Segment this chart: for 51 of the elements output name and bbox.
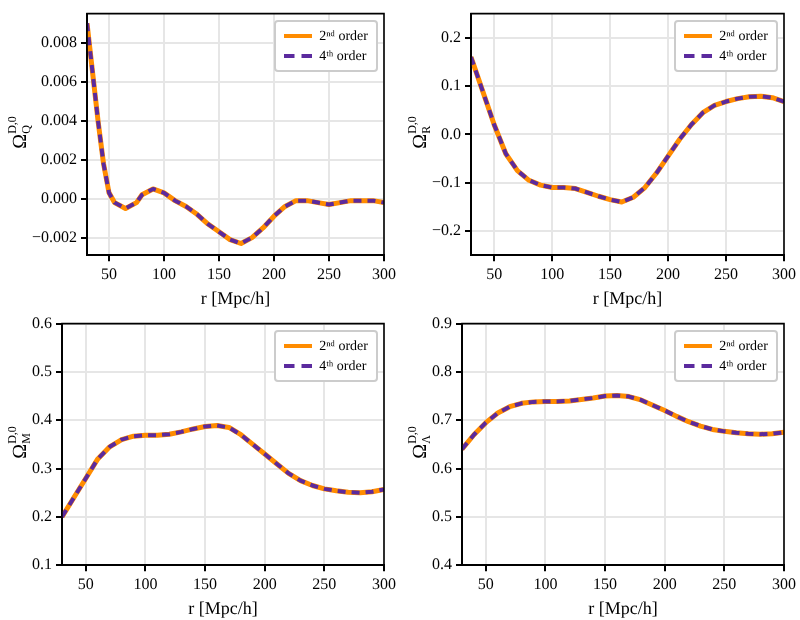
y-tick-label: 0.008 <box>41 33 78 52</box>
x-tick-label: 100 <box>533 574 558 593</box>
y-tick-label: 0.004 <box>41 110 78 129</box>
y-tick-label: 0.3 <box>32 458 52 477</box>
x-tick-label: 250 <box>317 264 341 283</box>
y-tick-label: 0.7 <box>432 410 452 429</box>
y-tick-label: 0.2 <box>441 27 462 46</box>
y-tick-label: 0.006 <box>41 71 78 90</box>
x-tick-label: 300 <box>772 574 796 593</box>
x-tick-label: 250 <box>712 574 737 593</box>
y-tick-label: 0.4 <box>32 410 52 429</box>
x-tick-label: 250 <box>312 574 337 593</box>
x-tick-label: 50 <box>101 264 118 283</box>
x-tick-label: 200 <box>656 264 681 283</box>
y-tick-label: 0.6 <box>32 313 52 332</box>
y-tick-label: 0.8 <box>432 362 452 381</box>
y-tick-label: 0.6 <box>432 458 452 477</box>
x-axis-title: r [Mpc/h] <box>200 287 271 308</box>
x-tick-label: 150 <box>207 264 232 283</box>
y-tick-label: −0.1 <box>431 172 462 191</box>
x-tick-label: 200 <box>652 574 677 593</box>
x-tick-label: 300 <box>772 264 796 283</box>
y-tick-label: 0.2 <box>32 507 52 526</box>
y-tick-label: 0.000 <box>41 188 78 207</box>
y-tick-label: 0.5 <box>432 507 452 526</box>
x-tick-label: 150 <box>593 574 618 593</box>
y-tick-label: −0.002 <box>31 227 78 246</box>
x-axis-title: r [Mpc/h] <box>188 597 258 618</box>
y-tick-label: 0.0 <box>441 124 462 143</box>
y-tick-label: −0.2 <box>431 221 462 240</box>
y-tick-label: 0.9 <box>432 313 452 332</box>
x-tick-label: 300 <box>372 264 396 283</box>
y-tick-label: 0.5 <box>32 362 52 381</box>
y-tick-label: 0.002 <box>41 149 78 168</box>
y-tick-label: 0.1 <box>441 76 462 95</box>
x-tick-label: 150 <box>598 264 623 283</box>
x-tick-label: 50 <box>477 574 494 593</box>
x-tick-label: 50 <box>486 264 503 283</box>
x-axis-title: r [Mpc/h] <box>588 597 658 618</box>
x-tick-label: 100 <box>133 574 158 593</box>
x-tick-label: 50 <box>77 574 94 593</box>
x-tick-label: 200 <box>252 574 277 593</box>
x-tick-label: 150 <box>193 574 218 593</box>
x-tick-label: 300 <box>372 574 396 593</box>
x-tick-label: 100 <box>152 264 177 283</box>
x-tick-label: 250 <box>714 264 739 283</box>
y-tick-label: 0.1 <box>32 555 52 574</box>
x-tick-label: 200 <box>262 264 287 283</box>
x-tick-label: 100 <box>540 264 565 283</box>
y-tick-label: 0.4 <box>432 555 452 574</box>
x-axis-title: r [Mpc/h] <box>592 287 663 308</box>
